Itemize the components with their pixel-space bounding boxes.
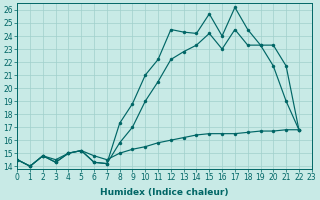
X-axis label: Humidex (Indice chaleur): Humidex (Indice chaleur) <box>100 188 229 197</box>
